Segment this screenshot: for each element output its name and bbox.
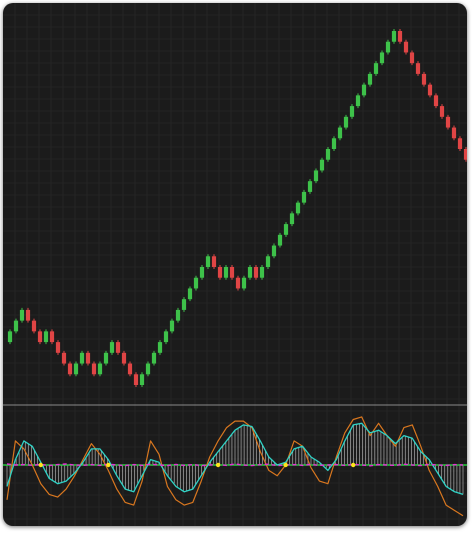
renko-brick-up (205, 256, 211, 267)
renko-brick-up (139, 374, 145, 385)
renko-brick-up (193, 277, 199, 289)
renko-brick-down (451, 127, 457, 139)
renko-brick-down (91, 363, 97, 375)
oscillator-marker-dot (351, 462, 356, 468)
renko-brick-up (379, 52, 385, 64)
renko-brick-down (121, 352, 127, 364)
renko-brick-up (199, 267, 205, 278)
oscillator-marker-dot (38, 462, 43, 468)
renko-brick-up (385, 41, 391, 53)
renko-brick-down (25, 309, 31, 321)
renko-brick-down (433, 95, 439, 107)
renko-brick-up (301, 191, 307, 203)
renko-brick-down (115, 342, 121, 353)
renko-brick-down (421, 73, 427, 85)
renko-brick-up (313, 170, 319, 182)
renko-brick-up (295, 202, 301, 214)
renko-brick-up (97, 363, 103, 375)
renko-brick-up (391, 31, 397, 42)
renko-chart-svg (3, 3, 467, 526)
renko-brick-up (259, 267, 265, 278)
chart-panel (3, 3, 467, 526)
renko-brick-down (133, 374, 139, 385)
renko-brick-up (367, 73, 373, 85)
renko-brick-up (319, 159, 325, 171)
renko-brick-up (7, 331, 13, 343)
renko-brick-down (253, 267, 259, 278)
renko-brick-up (43, 331, 49, 343)
renko-brick-down (67, 363, 73, 375)
renko-brick-up (223, 267, 229, 278)
renko-brick-down (55, 342, 61, 353)
renko-brick-down (37, 331, 43, 343)
renko-brick-down (127, 363, 133, 375)
renko-brick-up (157, 342, 163, 353)
renko-brick-up (181, 299, 187, 310)
renko-brick-up (373, 63, 379, 74)
renko-brick-up (247, 267, 253, 278)
renko-brick-down (229, 267, 235, 278)
renko-brick-down (397, 31, 403, 42)
renko-brick-up (325, 149, 331, 160)
renko-brick-up (355, 95, 361, 107)
renko-brick-down (439, 106, 445, 117)
renko-brick-down (463, 149, 467, 160)
renko-brick-up (343, 116, 349, 128)
renko-brick-down (403, 41, 409, 53)
renko-brick-up (331, 138, 337, 149)
renko-brick-up (265, 256, 271, 267)
renko-brick-up (337, 127, 343, 139)
renko-brick-down (235, 277, 241, 289)
renko-brick-down (61, 352, 67, 364)
renko-brick-down (427, 84, 433, 96)
oscillator-marker-dot (283, 462, 288, 468)
renko-brick-up (241, 277, 247, 289)
renko-brick-up (187, 288, 193, 300)
renko-brick-up (163, 331, 169, 343)
renko-brick-up (13, 320, 19, 332)
renko-brick-up (103, 352, 109, 364)
renko-brick-down (217, 267, 223, 278)
renko-brick-up (175, 309, 181, 321)
renko-brick-down (31, 320, 37, 332)
renko-brick-down (49, 331, 55, 343)
renko-brick-down (415, 63, 421, 74)
renko-brick-up (79, 352, 85, 364)
oscillator-marker-dot (106, 462, 111, 468)
renko-brick-up (169, 320, 175, 332)
renko-brick-up (277, 234, 283, 246)
renko-brick-up (361, 84, 367, 96)
renko-brick-up (283, 224, 289, 235)
renko-brick-up (289, 213, 295, 225)
renko-brick-up (307, 181, 313, 192)
renko-brick-down (85, 352, 91, 364)
renko-brick-up (349, 106, 355, 117)
renko-brick-up (109, 342, 115, 353)
renko-brick-down (445, 116, 451, 128)
oscillator-marker-dot (215, 462, 221, 468)
renko-brick-down (457, 138, 463, 149)
renko-brick-down (211, 256, 217, 267)
renko-brick-down (409, 52, 415, 64)
renko-brick-up (151, 352, 157, 364)
renko-brick-up (145, 363, 151, 375)
renko-brick-up (19, 309, 25, 321)
renko-brick-up (73, 363, 79, 375)
oscillator-fast-line (6, 422, 464, 496)
renko-brick-up (271, 245, 277, 257)
